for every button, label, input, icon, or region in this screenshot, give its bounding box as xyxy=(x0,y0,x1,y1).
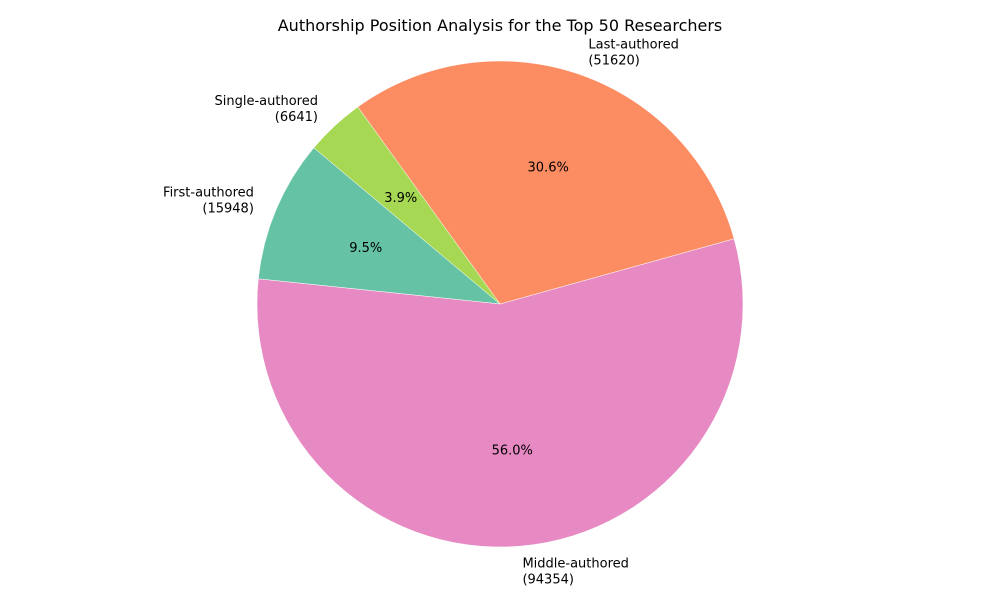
percent-label: 56.0% xyxy=(492,443,533,458)
percent-label: 9.5% xyxy=(349,241,382,256)
percent-label: 30.6% xyxy=(528,160,569,175)
pie-slice-middle-authored xyxy=(256,238,744,548)
percent-labels: 9.5% 56.0% 30.6% 3.9% xyxy=(349,160,569,458)
slice-label: Single-authored (6641) xyxy=(215,94,318,125)
slice-label: Middle-authored (94354) xyxy=(522,556,628,587)
slice-labels: First-authored (15948) Middle-authored (943… xyxy=(163,38,679,588)
slice-label-count: (15948) xyxy=(202,202,254,217)
slice-label: First-authored (15948) xyxy=(163,186,254,217)
slice-label-name: Last-authored xyxy=(588,38,679,53)
slice-label-count: (6641) xyxy=(275,110,318,125)
pie-slice-single-authored xyxy=(313,106,501,305)
slice-label-count: (51620) xyxy=(588,54,640,69)
slice-label-name: Middle-authored xyxy=(522,556,628,571)
pie-slice-first-authored xyxy=(258,147,501,305)
chart-title: Authorship Position Analysis for the Top… xyxy=(278,16,723,35)
slice-label-name: Single-authored xyxy=(215,94,318,109)
pie-slices xyxy=(256,60,744,548)
slice-label: Last-authored (51620) xyxy=(588,38,679,69)
percent-label: 3.9% xyxy=(384,191,417,206)
pie-slice-last-authored xyxy=(357,60,735,305)
slice-label-name: First-authored xyxy=(163,186,254,201)
slice-label-count: (94354) xyxy=(522,572,574,587)
